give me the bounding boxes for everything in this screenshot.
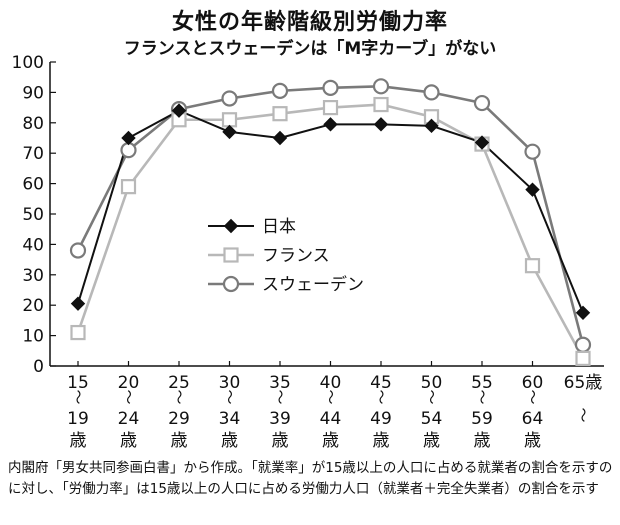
data-point-2-3 [221,90,238,107]
x-tick-tilde: ～ [322,389,340,404]
x-tick-label-start: 45 [370,373,392,393]
x-tick-label-unit: 歳 [120,431,137,451]
legend-label-1: フランス [262,246,330,266]
y-tick-label: 0 [33,357,44,377]
x-tick-tilde: ～ [271,389,289,404]
x-tick-label-end: 19 [67,409,89,429]
data-point-0-9 [525,182,540,197]
y-tick-label: 80 [22,114,44,134]
legend-label-2: スウェーデン [262,274,364,295]
x-tick-label-start: 65歳 [564,373,603,393]
x-tick-label-end: 39 [269,409,291,429]
x-tick-label-start: 15 [67,373,89,393]
x-tick-label-start: 50 [421,373,443,393]
x-tick-tilde: ～ [473,389,491,404]
x-tick-tilde: ～ [574,407,592,422]
x-tick-tilde: ～ [170,389,188,404]
x-tick-label-end: 24 [118,409,140,429]
data-point-0-3 [222,124,237,140]
y-tick-label: 100 [12,53,44,73]
data-point-1-0 [70,324,86,341]
data-point-2-0 [69,242,87,259]
x-tick-label-end: 49 [370,409,392,429]
data-point-2-8 [473,94,491,112]
x-tick-tilde: ～ [423,389,441,404]
data-point-2-1 [120,142,137,159]
x-tick-tilde: ～ [69,389,87,404]
x-tick-label-unit: 歳 [171,431,188,451]
y-tick-label: 40 [22,235,44,255]
data-point-1-3 [221,112,238,128]
series-line-1 [76,103,585,360]
data-point-0-7 [424,118,439,134]
y-tick-label: 20 [22,296,44,316]
x-tick-label-end: 44 [320,409,342,429]
data-point-1-1 [120,179,137,195]
x-tick-label-start: 30 [219,373,241,393]
x-tick-label-start: 60 [522,373,544,393]
x-tick-label-end: 34 [219,409,241,429]
line-chart: 010203040506070809010015～19歳20～24歳25～29歳… [12,53,604,451]
y-tick-label: 30 [22,266,44,286]
x-tick-label-end: 59 [471,409,493,429]
y-tick-label: 90 [22,83,44,103]
x-tick-label-start: 35 [269,373,291,393]
x-tick-label-unit: 歳 [474,431,491,451]
data-point-0-8 [474,135,490,150]
x-tick-label-end: 54 [421,409,443,429]
x-tick-tilde: ～ [221,389,239,404]
data-point-2-9 [524,143,541,160]
legend-marker-2 [222,275,240,293]
legend-label-0: 日本 [262,217,296,237]
data-point-1-6 [373,96,389,113]
x-tick-tilde: ～ [372,389,390,404]
x-tick-label-unit: 歳 [70,431,87,451]
x-tick-label-start: 20 [118,373,140,393]
data-point-0-2 [171,103,187,118]
legend-marker-1 [223,247,239,263]
chart-subtitle: フランスとスウェーデンは「M字カーブ」がない [123,39,497,59]
y-tick-label: 70 [22,144,44,164]
x-tick-label-unit: 歳 [221,431,238,451]
data-point-1-10 [575,350,591,366]
data-point-0-1 [121,130,136,146]
y-tick-label: 50 [22,205,44,225]
legend-marker-0 [223,218,239,234]
data-point-1-4 [272,106,288,122]
source-note: 内閣府「男女共同参画白書」から作成。「就業率」が15歳以上の人口に占める就業者の… [8,460,613,497]
data-point-0-6 [373,117,389,132]
data-point-0-10 [575,305,591,321]
x-tick-label-end: 29 [168,409,190,429]
x-tick-label-unit: 歳 [272,431,289,451]
y-tick-label: 60 [22,175,44,195]
data-point-0-0 [70,296,86,311]
x-tick-label-unit: 歳 [373,431,390,451]
x-tick-label-end: 64 [522,409,544,429]
chart-title: 女性の年齢階級別労働力率 [171,10,448,35]
data-point-1-9 [524,258,541,274]
x-tick-label-start: 40 [320,373,342,393]
x-tick-tilde: ～ [120,389,138,404]
x-tick-label-start: 55 [471,373,493,393]
x-tick-label-start: 25 [168,373,190,393]
data-point-1-5 [322,99,339,116]
x-tick-label-unit: 歳 [423,431,440,451]
data-point-2-5 [322,79,339,96]
data-point-2-10 [574,336,592,353]
data-point-2-7 [423,84,440,101]
data-point-2-6 [372,78,390,95]
x-tick-label-unit: 歳 [524,431,541,451]
data-point-2-4 [271,82,289,99]
data-point-0-5 [323,117,338,132]
data-point-0-4 [272,130,288,146]
x-tick-label-unit: 歳 [322,431,339,451]
y-tick-label: 10 [22,327,44,347]
x-tick-tilde: ～ [524,389,542,404]
